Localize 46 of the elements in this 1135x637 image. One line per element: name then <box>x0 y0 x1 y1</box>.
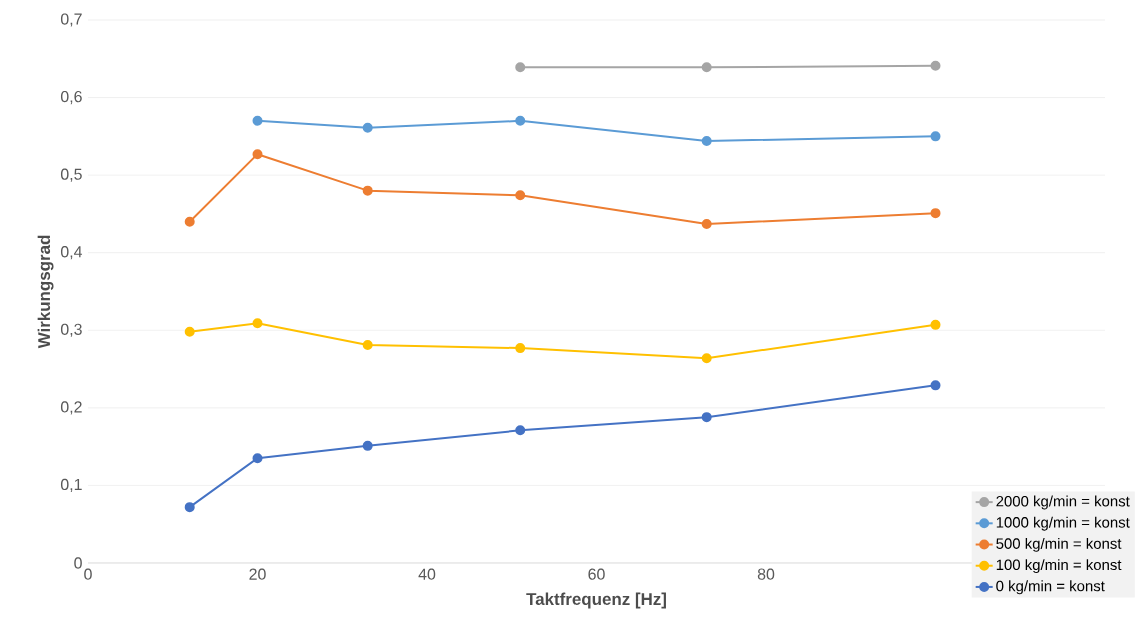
y-tick-label: 0,7 <box>60 13 82 27</box>
point <box>930 319 941 330</box>
x-axis-title: Taktfrequenz [Hz] <box>526 592 666 609</box>
point <box>515 343 526 354</box>
point <box>930 60 941 71</box>
y-tick-label: 0 <box>74 557 82 569</box>
point <box>515 190 526 201</box>
point <box>184 502 195 513</box>
y-axis-title: Wirkungsgrad <box>37 235 54 349</box>
point <box>184 326 195 337</box>
x-tick-label: 60 <box>588 568 605 580</box>
point <box>252 453 263 464</box>
point <box>362 340 373 351</box>
x-tick-label: 20 <box>249 568 266 580</box>
legend-label: 500 kg/min = konst <box>996 537 1122 552</box>
point <box>701 62 712 73</box>
point <box>515 62 526 73</box>
x-tick-label: 80 <box>757 568 775 580</box>
point <box>362 122 373 133</box>
legend-label: 2000 kg/min = konst <box>996 495 1130 510</box>
y-tick-label: 0,6 <box>60 90 82 105</box>
point <box>184 216 195 227</box>
x-tick-label: 40 <box>418 568 436 580</box>
point <box>930 208 941 219</box>
point <box>515 115 526 126</box>
point <box>701 353 712 364</box>
y-tick-label: 0,1 <box>60 478 82 492</box>
x-tick-label: 0 <box>84 568 92 580</box>
point <box>252 115 263 126</box>
point <box>930 131 941 142</box>
point <box>362 440 373 451</box>
y-tick-label: 0,3 <box>60 323 82 337</box>
point <box>252 149 263 160</box>
point <box>701 219 712 229</box>
point <box>701 412 712 423</box>
point <box>362 185 373 196</box>
point <box>252 318 263 329</box>
point <box>515 425 526 436</box>
point <box>930 380 941 391</box>
legend-label: 1000 kg/min = konst <box>996 516 1130 531</box>
y-tick-label: 0,5 <box>60 168 82 182</box>
legend-label: 100 kg/min = konst <box>996 559 1122 574</box>
legend-label: 0 kg/min = konst <box>996 580 1105 595</box>
y-tick-label: 0,4 <box>60 246 83 260</box>
y-tick-label: 0,2 <box>60 401 82 415</box>
point <box>701 136 712 146</box>
